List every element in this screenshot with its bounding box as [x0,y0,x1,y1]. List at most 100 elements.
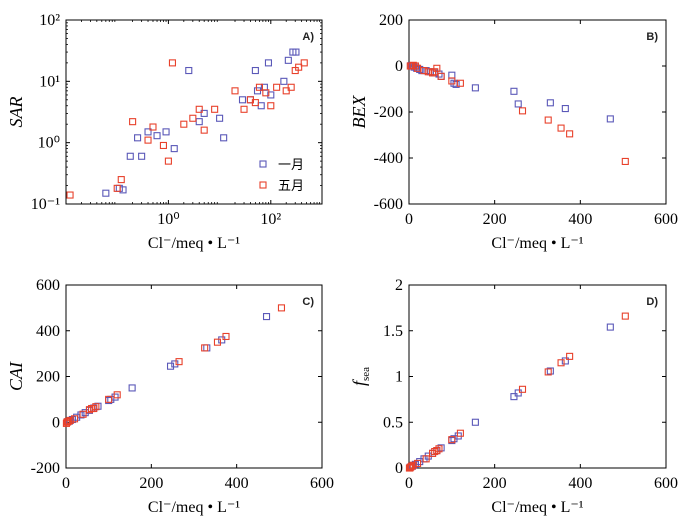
y-tick-label: 0 [395,460,403,477]
data-point [448,71,456,79]
data-point [119,186,127,194]
data-point [79,410,87,418]
data-point [66,416,74,424]
data-point [621,312,629,320]
y-tick-label: 10² [39,12,60,29]
data-point [144,136,152,144]
legend-label: 一月 [278,157,304,172]
series-1 [405,312,629,472]
data-point [185,66,193,75]
y-tick-label: -200 [374,104,403,121]
data-point [411,62,419,70]
data-point [544,116,552,124]
y-axis-label: fsea [349,367,372,386]
data-point [437,72,445,80]
data-point [267,102,275,110]
panel-a: 10⁰ 10² 10⁻¹ 10⁰ 10¹ 10² SAR Cl⁻/meq • L⁻¹ A) 一月五… [6,12,323,252]
data-point [267,91,275,99]
data-point [113,184,121,192]
data-point [138,152,146,160]
data-point [102,189,110,197]
data-point [170,145,178,153]
y-tick-label: 0 [395,58,403,75]
data-point [144,128,152,136]
x-axis-label: Cl⁻/meq • L⁻¹ [148,235,240,252]
data-point [300,59,308,67]
y-axis-label: CAI [6,361,26,391]
data-point [231,87,239,95]
data-point [111,393,119,401]
x-tick-label: 600 [654,211,678,228]
data-point [222,332,230,341]
panel-d: 0 200 400 600 2 1.5 1 0.5 0 fsea Cl⁻/meq • L⁻¹ D) [349,277,678,516]
x-tick-label: 0 [405,475,413,492]
data-point [216,114,224,122]
data-point [251,99,259,107]
data-point [448,436,456,444]
data-point [77,411,85,419]
data-point [195,105,203,113]
x-tick-label: 600 [310,475,334,492]
data-point [433,447,441,455]
data-point [277,304,286,312]
plot-frame [408,284,667,469]
data-point [546,367,554,375]
x-tick-label: 0 [62,475,70,492]
data-point [422,455,430,463]
data-point [518,107,527,115]
data-point [471,84,479,92]
data-point [203,344,211,352]
y-tick-label: 200 [36,369,60,386]
y-tick-label: 10¹ [39,73,60,90]
data-point [220,134,228,142]
plot-frame [408,19,667,205]
data-point [200,126,208,134]
data-point [105,395,113,403]
data-point [115,184,123,192]
data-point [164,157,172,165]
data-point [606,323,614,331]
x-tick-label: 400 [568,475,592,492]
x-tick-label: 400 [225,475,249,492]
data-point [240,105,248,113]
y-axis-label: BEX [349,95,369,129]
data-point [73,413,81,421]
series-0 [102,48,300,197]
data-point [153,132,161,140]
data-point [211,105,219,113]
data-point [126,152,134,160]
y-axis-label-subscript: sea [360,367,372,381]
data-point [566,352,574,360]
data-point [166,362,175,370]
data-point [546,99,554,107]
data-point [159,141,167,150]
data-point [255,83,263,91]
data-point [292,48,300,56]
data-point [262,89,270,97]
y-tick-label: 200 [379,12,403,29]
legend-marker [259,181,267,189]
data-point [561,357,569,365]
data-point [129,118,137,126]
plot-frame [65,284,323,469]
data-point [409,461,417,469]
data-point [134,134,142,142]
y-tick-label: 1.5 [383,323,403,340]
data-point [433,64,441,72]
y-tick-label: 0 [52,414,60,431]
data-point [510,393,518,401]
y-tick-label: 2 [395,277,403,294]
data-point [90,404,98,413]
data-point [437,72,445,80]
panel-b: 0 200 400 600 200 0 -200 -400 -600 BEX Cl⁻/meq • L… [349,12,678,252]
y-tick-label: 10⁻¹ [31,196,60,213]
y-tick-label: 10⁰ [38,135,60,152]
y-axis-label: SAR [6,97,26,128]
y-tick-label: 400 [36,323,60,340]
data-point [561,105,569,113]
x-tick-label: 10² [260,211,281,228]
data-point [113,391,121,399]
data-point [175,358,183,366]
data-point [149,123,157,131]
data-point [429,69,437,77]
